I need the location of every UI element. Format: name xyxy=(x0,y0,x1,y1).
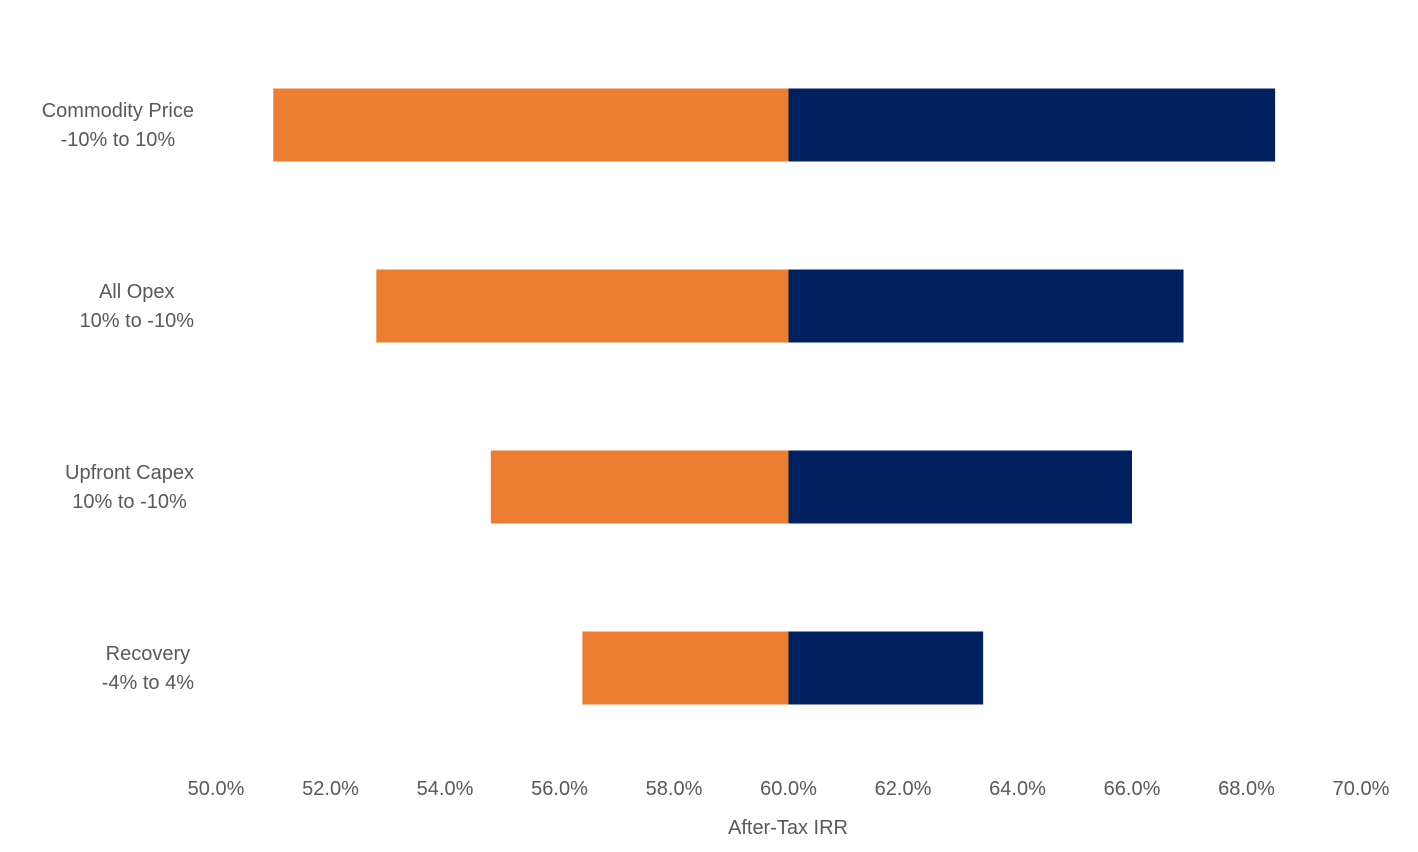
bar-high-2 xyxy=(788,269,1184,343)
x-tick-label: 58.0% xyxy=(646,778,703,800)
x-tick-label: 64.0% xyxy=(989,778,1046,800)
bar-high-1 xyxy=(788,88,1276,162)
category-label-1: Commodity Price -10% to 10% xyxy=(42,100,194,151)
x-tick-label: 68.0% xyxy=(1218,778,1275,800)
x-tick-label: 62.0% xyxy=(875,778,932,800)
x-tick-label: 56.0% xyxy=(531,778,588,800)
bar-low-1 xyxy=(273,88,789,162)
x-tick-label: 66.0% xyxy=(1104,778,1161,800)
bar-high-4 xyxy=(788,631,984,705)
category-label-4: Recovery -4% to 4% xyxy=(102,643,194,694)
x-tick-label: 54.0% xyxy=(417,778,474,800)
x-tick-label: 50.0% xyxy=(188,778,245,800)
category-label-3: Upfront Capex 10% to -10% xyxy=(65,462,194,513)
x-tick-label: 70.0% xyxy=(1333,778,1390,800)
x-tick-label: 52.0% xyxy=(302,778,359,800)
x-tick-labels: 50.0% 52.0% 54.0% 56.0% 58.0% 60.0% 62.0% 64.0%… xyxy=(188,778,1390,800)
bars-group xyxy=(273,88,1276,705)
category-labels: Commodity Price -10% to 10% All Opex 10% to… xyxy=(42,100,194,694)
x-axis-title: After-Tax IRR xyxy=(728,817,848,839)
bar-low-4 xyxy=(582,631,789,705)
category-label-2: All Opex 10% to -10% xyxy=(79,281,194,332)
x-tick-label: 60.0% xyxy=(760,778,817,800)
bar-low-3 xyxy=(490,450,789,524)
bar-low-2 xyxy=(376,269,789,343)
bar-high-3 xyxy=(788,450,1132,524)
